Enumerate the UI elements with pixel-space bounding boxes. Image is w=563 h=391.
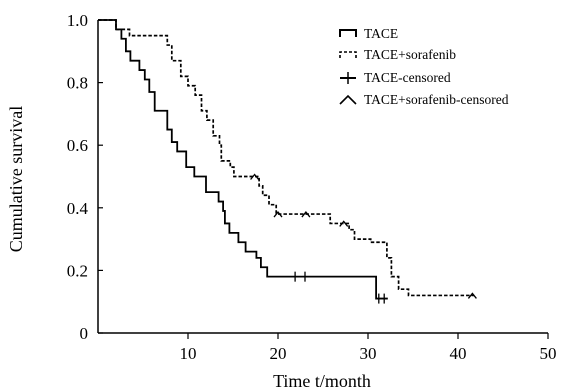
y-tick-label: 0.4: [67, 199, 89, 218]
legend-label-tace-sorafenib-censored: TACE+sorafenib-censored: [364, 92, 509, 107]
series-line-tace-sorafenib: [98, 19, 475, 297]
x-tick-label: 30: [360, 344, 377, 363]
legend-label-tace-censored: TACE-censored: [364, 70, 451, 85]
censored-mark-tace-sorafenib: [250, 173, 260, 180]
censored-mark-tace-sorafenib: [301, 211, 311, 218]
censored-mark-tace-sorafenib: [273, 211, 283, 218]
censored-mark-tace-sorafenib: [339, 220, 349, 227]
x-tick-label: 40: [450, 344, 467, 363]
censored-mark-tace-sorafenib: [467, 292, 477, 299]
y-tick-label: 0.6: [67, 136, 88, 155]
x-tick-label: 50: [540, 344, 557, 363]
y-tick-label: 0: [80, 324, 89, 343]
series-line-tace: [98, 19, 388, 300]
x-tick-label: 20: [270, 344, 287, 363]
legend: TACE TACE+sorafenib TACE-censored TACE+s…: [339, 26, 509, 107]
y-tick-label: 0.2: [67, 261, 88, 280]
y-tick-label: 1.0: [67, 11, 88, 30]
legend-label-tace-sorafenib: TACE+sorafenib: [364, 47, 456, 62]
legend-swatch-tace: [339, 29, 357, 37]
y-axis-label: Cumulative survival: [6, 106, 26, 252]
x-axis-label: Time t/month: [273, 371, 371, 391]
legend-swatch-tace-sorafenib-censored: [339, 94, 357, 105]
legend-label-tace: TACE: [364, 26, 398, 41]
y-tick-label: 0.8: [67, 74, 88, 93]
legend-swatch-tace-censored: [340, 72, 356, 84]
plot-area: 0 0.2 0.4 0.6 0.8 1.0 10 20 30 40 50: [67, 11, 557, 363]
legend-swatch-tace-sorafenib: [339, 51, 357, 58]
x-tick-label: 10: [180, 344, 197, 363]
